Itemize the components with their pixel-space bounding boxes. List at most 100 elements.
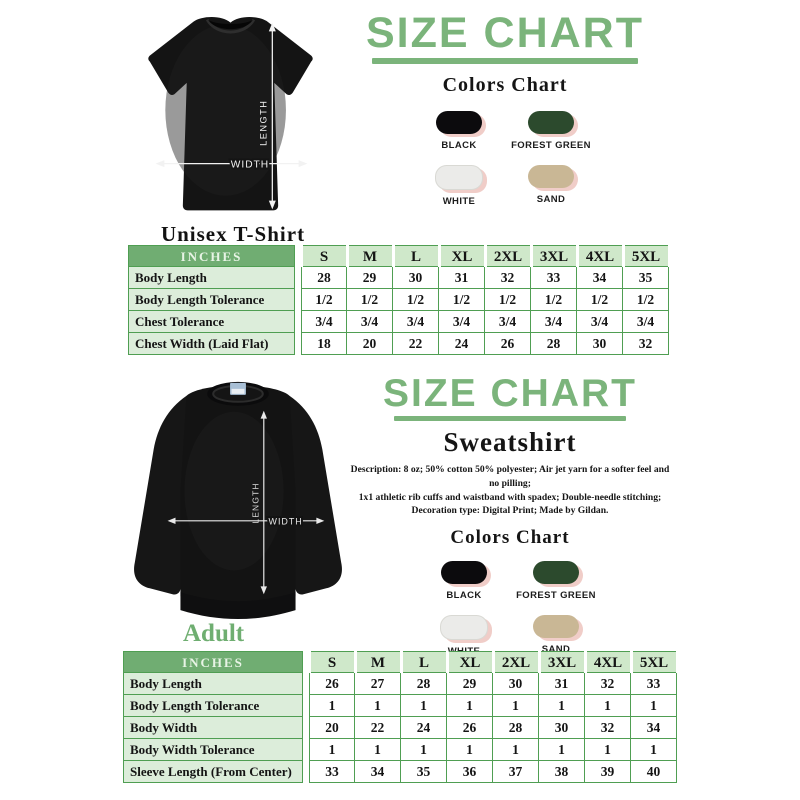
cell-value: 3/4: [577, 311, 623, 333]
cell-value: 30: [577, 333, 623, 355]
size-column-header: XL: [440, 245, 484, 267]
color-swatch-white: [440, 615, 488, 641]
cell-value: 28: [493, 717, 539, 739]
cell-value: 34: [631, 717, 677, 739]
color-swatch-sand: [533, 615, 579, 639]
cell-value: 1: [631, 695, 677, 717]
fabric-sheen: [184, 411, 284, 571]
size-column-header: 2XL: [486, 245, 530, 267]
cell-value: 31: [539, 673, 585, 695]
cell-value: 1/2: [393, 289, 439, 311]
cell-value: 29: [347, 267, 393, 289]
size-column-header: 4XL: [586, 651, 630, 673]
swatch-label: FOREST GREEN: [511, 139, 591, 151]
cell-value: 37: [493, 761, 539, 783]
row-label: Chest Width (Laid Flat): [128, 333, 295, 355]
row-label: Body Length Tolerance: [128, 289, 295, 311]
cell-value: 34: [355, 761, 401, 783]
cell-value: 1/2: [301, 289, 347, 311]
cell-value: 39: [585, 761, 631, 783]
row-label: Body Width: [123, 717, 303, 739]
tshirt-silhouette: [148, 16, 313, 211]
cell-value: 30: [539, 717, 585, 739]
cell-value: 1: [539, 739, 585, 761]
neck-tag-text-area: [231, 388, 245, 394]
cell-value: 20: [309, 717, 355, 739]
size-column-header: S: [302, 245, 346, 267]
cell-value: 30: [393, 267, 439, 289]
cell-value: 24: [439, 333, 485, 355]
cell-value: 3/4: [393, 311, 439, 333]
cell-value: 30: [493, 673, 539, 695]
cell-value: 1/2: [439, 289, 485, 311]
swatch-label: FOREST GREEN: [516, 590, 596, 602]
cell-value: 32: [485, 267, 531, 289]
cell-value: 32: [623, 333, 669, 355]
swatch-item: SAND: [505, 164, 597, 207]
arrowhead-left: [155, 160, 165, 168]
swatch-item: FOREST GREEN: [510, 561, 602, 601]
swatch-item: SAND: [510, 615, 602, 657]
swatch-item: FOREST GREEN: [505, 110, 597, 151]
arrowhead-right: [316, 517, 325, 525]
size-column-header: XL: [448, 651, 492, 673]
collar-rib: [205, 18, 256, 34]
cell-value: 3/4: [531, 311, 577, 333]
cell-value: 1: [355, 739, 401, 761]
row-label: Body Width Tolerance: [123, 739, 303, 761]
cell-value: 1: [539, 695, 585, 717]
color-swatch-white: [435, 164, 483, 190]
cell-value: 22: [355, 717, 401, 739]
cell-value: 3/4: [623, 311, 669, 333]
cell-value: 32: [585, 673, 631, 695]
size-column-header: L: [402, 651, 446, 673]
color-swatch-black: [441, 561, 487, 585]
swatch-label: WHITE: [442, 195, 476, 207]
cell-value: 1: [631, 739, 677, 761]
description-line: 1x1 athletic rib cuffs and waistband wit…: [358, 491, 662, 503]
color-swatch-sand: [528, 164, 574, 188]
cell-value: 38: [539, 761, 585, 783]
cell-value: 1/2: [347, 289, 393, 311]
measure-unit-header: INCHES: [123, 651, 303, 673]
cell-value: 1: [309, 739, 355, 761]
tshirt-header-block: SIZE CHART Colors Chart BLACK FOREST GREE…: [340, 11, 670, 207]
cell-value: 28: [301, 267, 347, 289]
color-swatch-black: [436, 110, 482, 134]
measure-unit-header: INCHES: [128, 245, 295, 267]
color-swatch-forest-green: [533, 561, 579, 585]
length-label: LENGTH: [258, 100, 268, 146]
adult-heading: Adult: [183, 620, 245, 647]
title-underline: [372, 57, 638, 64]
cell-value: 1/2: [485, 289, 531, 311]
size-chart-title: SIZE CHART: [383, 372, 637, 415]
cell-value: 34: [577, 267, 623, 289]
description-line: Description: 8 oz; 50% cotton 50% polyes…: [350, 463, 670, 489]
cell-value: 1: [447, 695, 493, 717]
arrowhead-bottom: [268, 200, 276, 210]
tshirt-photo: LENGTH WIDTH: [148, 16, 313, 211]
cell-value: 35: [401, 761, 447, 783]
cell-value: 31: [439, 267, 485, 289]
sweatshirt-description: Description: 8 oz; 50% cotton 50% polyes…: [345, 463, 675, 519]
cell-value: 26: [309, 673, 355, 695]
size-column-header: 5XL: [624, 245, 668, 267]
row-label: Chest Tolerance: [128, 311, 295, 333]
cell-value: 20: [347, 333, 393, 355]
length-label: LENGTH: [250, 482, 260, 523]
size-column-header: M: [356, 651, 400, 673]
cell-value: 3/4: [301, 311, 347, 333]
size-column-header: M: [348, 245, 392, 267]
neckline: [208, 19, 253, 30]
swatch-item: WHITE: [413, 164, 505, 207]
cell-value: 1: [493, 739, 539, 761]
color-swatch-forest-green: [528, 110, 574, 134]
cell-value: 27: [355, 673, 401, 695]
cell-value: 33: [531, 267, 577, 289]
swatch-label: SAND: [536, 193, 566, 205]
colors-chart-heading: Colors Chart: [450, 527, 570, 549]
arrowhead-top: [260, 410, 267, 419]
tshirt-caption: Unisex T-Shirt: [160, 222, 306, 246]
